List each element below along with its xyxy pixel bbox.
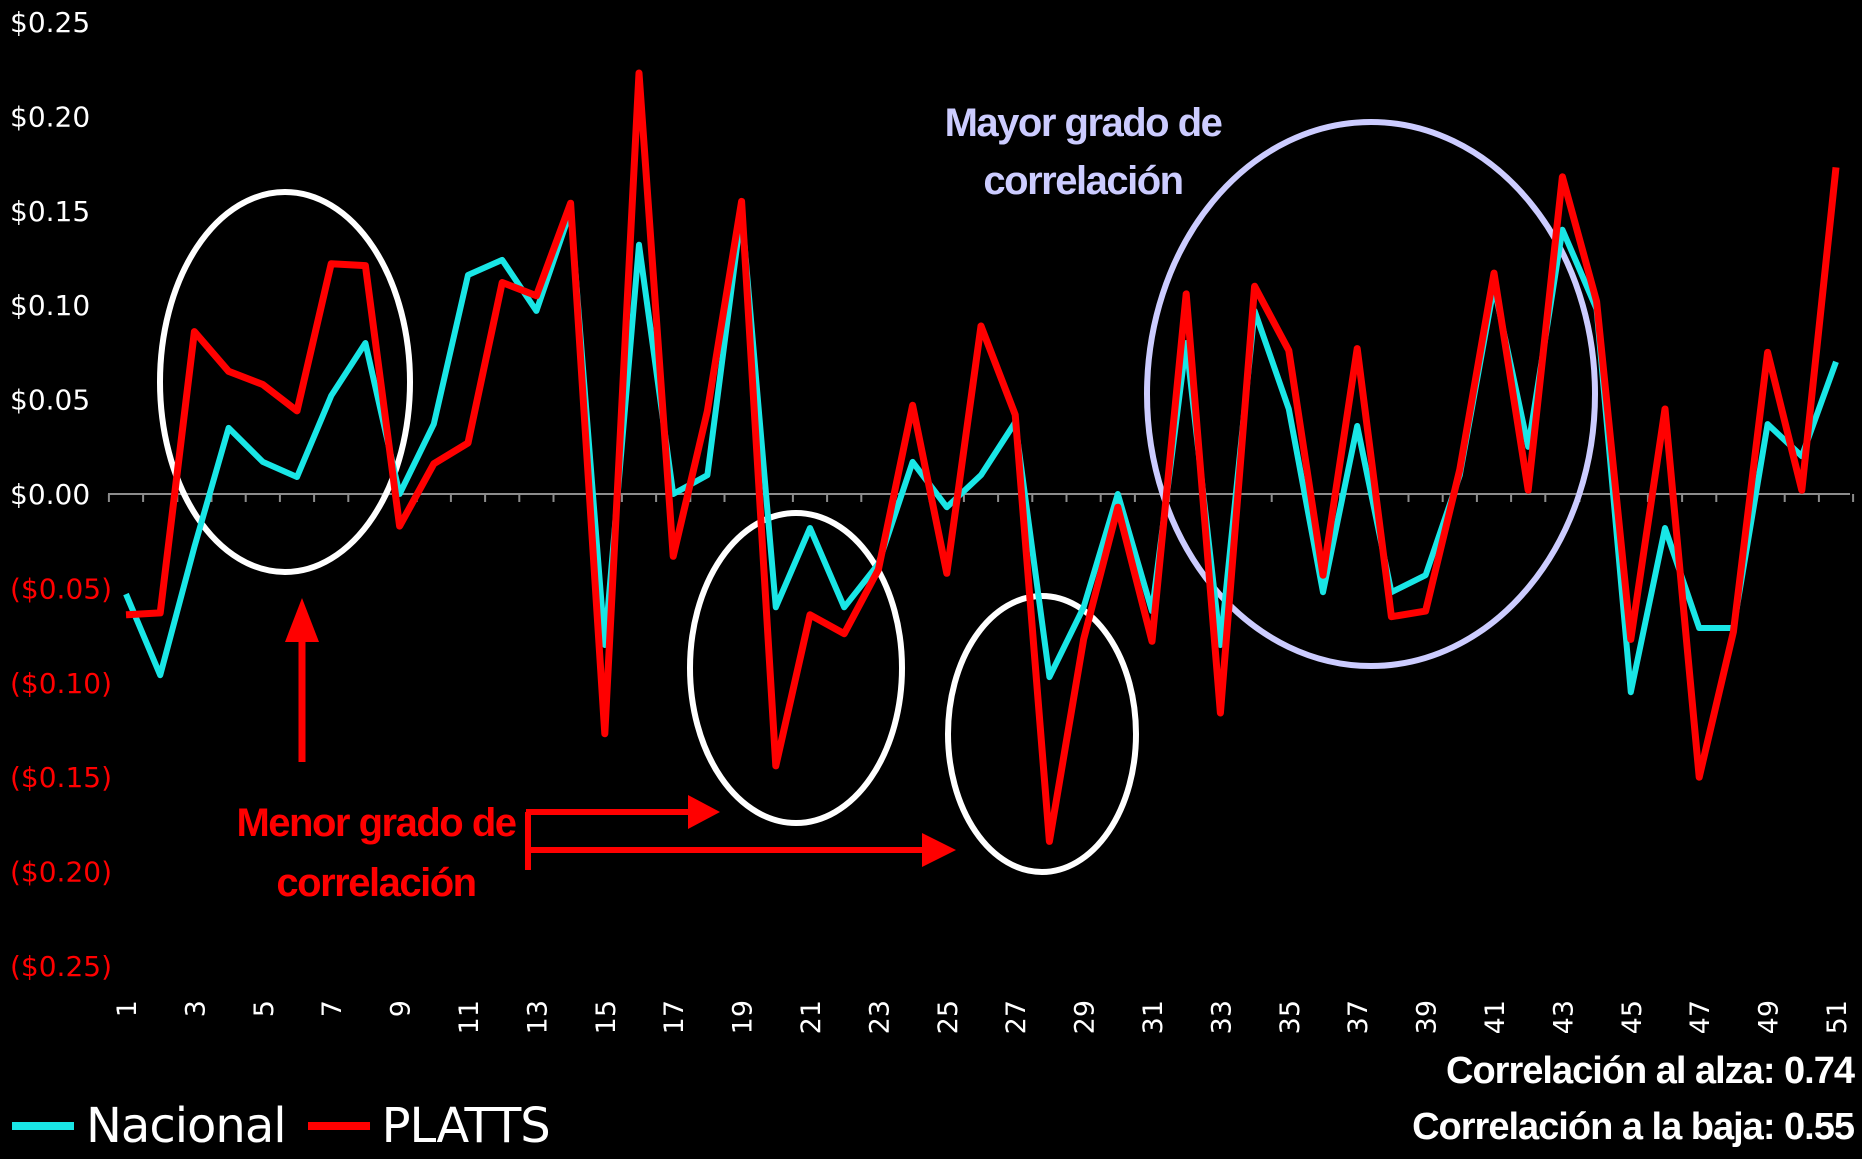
x-tick-label: 49 (1754, 1000, 1785, 1034)
y-tick-label: $0.00 (10, 478, 90, 511)
x-tick-label: 11 (454, 1000, 485, 1034)
series-line-platts (125, 69, 1840, 845)
x-tick-label: 51 (1822, 1000, 1853, 1034)
y-tick-label: $0.20 (10, 100, 90, 133)
low-correlation-circle-1 (157, 189, 413, 575)
x-tick-label: 3 (180, 1000, 211, 1017)
annotation-arrows (285, 598, 956, 870)
x-tick-label: 23 (864, 1000, 895, 1034)
high-correlation-label-line1: Mayor grado de (945, 101, 1222, 145)
low-correlation-circle-3 (945, 593, 1139, 875)
x-tick-label: 13 (522, 1000, 553, 1034)
y-tick-label: ($0.25) (10, 950, 112, 983)
x-tick-label: 45 (1617, 1000, 1648, 1034)
x-tick-label: 43 (1548, 1000, 1579, 1034)
x-tick-label: 33 (1206, 1000, 1237, 1034)
x-tick-label: 31 (1138, 1000, 1169, 1034)
y-tick-label: $0.10 (10, 289, 90, 322)
x-tick-label: 7 (317, 1000, 348, 1017)
legend-label-platts: PLATTS (381, 1098, 551, 1154)
x-axis-tick-labels: 1 3 5 7 9 11 13 15 17 19 21 23 25 27 29 31 33 35 37 39 41 43 4… (112, 1000, 1853, 1034)
correlation-up-stat: Correlación al alza: 0.74 (1446, 1050, 1855, 1092)
x-tick-label: 37 (1343, 1000, 1374, 1034)
correlation-down-stat: Correlación a la baja: 0.55 (1412, 1106, 1855, 1148)
legend-item-platts: PLATTS (307, 1098, 551, 1154)
x-tick-label: 19 (728, 1000, 759, 1034)
y-axis-tick-labels: $0.25 $0.20 $0.15 $0.10 $0.05 $0.00 ($0.05) ($0… (10, 6, 112, 983)
low-correlation-label-line1: Menor grado de (236, 801, 515, 845)
y-tick-label: ($0.20) (10, 856, 112, 889)
x-axis (107, 493, 1855, 502)
x-tick-label: 5 (249, 1000, 280, 1017)
legend-swatch-platts (307, 1122, 370, 1130)
x-tick-label: 47 (1685, 1000, 1716, 1034)
legend-label-nacional: Nacional (86, 1098, 287, 1154)
low-correlation-label-line2: correlación (276, 861, 475, 905)
chart-legend: Nacional PLATTS (12, 1096, 572, 1156)
x-tick-label: 39 (1412, 1000, 1443, 1034)
legend-swatch-nacional (12, 1122, 74, 1130)
low-correlation-circle-2 (687, 510, 905, 826)
x-tick-label: 9 (386, 1000, 417, 1017)
y-tick-label: ($0.05) (10, 572, 112, 605)
y-tick-label: $0.25 (10, 6, 90, 39)
x-tick-label: 25 (933, 1000, 964, 1034)
x-tick-label: 17 (659, 1000, 690, 1034)
x-tick-label: 27 (1001, 1000, 1032, 1034)
x-tick-label: 29 (1070, 1000, 1101, 1034)
series-line-nacional (123, 207, 1839, 696)
x-tick-label: 15 (591, 1000, 622, 1034)
y-tick-label: $0.05 (10, 384, 90, 417)
high-correlation-label-line2: correlación (983, 159, 1182, 203)
legend-item-nacional: Nacional (12, 1098, 287, 1154)
high-correlation-circle (1144, 119, 1598, 669)
x-tick-label: 35 (1275, 1000, 1306, 1034)
y-tick-label: ($0.10) (10, 667, 112, 700)
x-tick-label: 41 (1480, 1000, 1511, 1034)
x-tick-label: 1 (112, 1000, 143, 1017)
y-tick-label: $0.15 (10, 195, 90, 228)
y-tick-label: ($0.15) (10, 761, 112, 794)
x-tick-label: 21 (796, 1000, 827, 1034)
